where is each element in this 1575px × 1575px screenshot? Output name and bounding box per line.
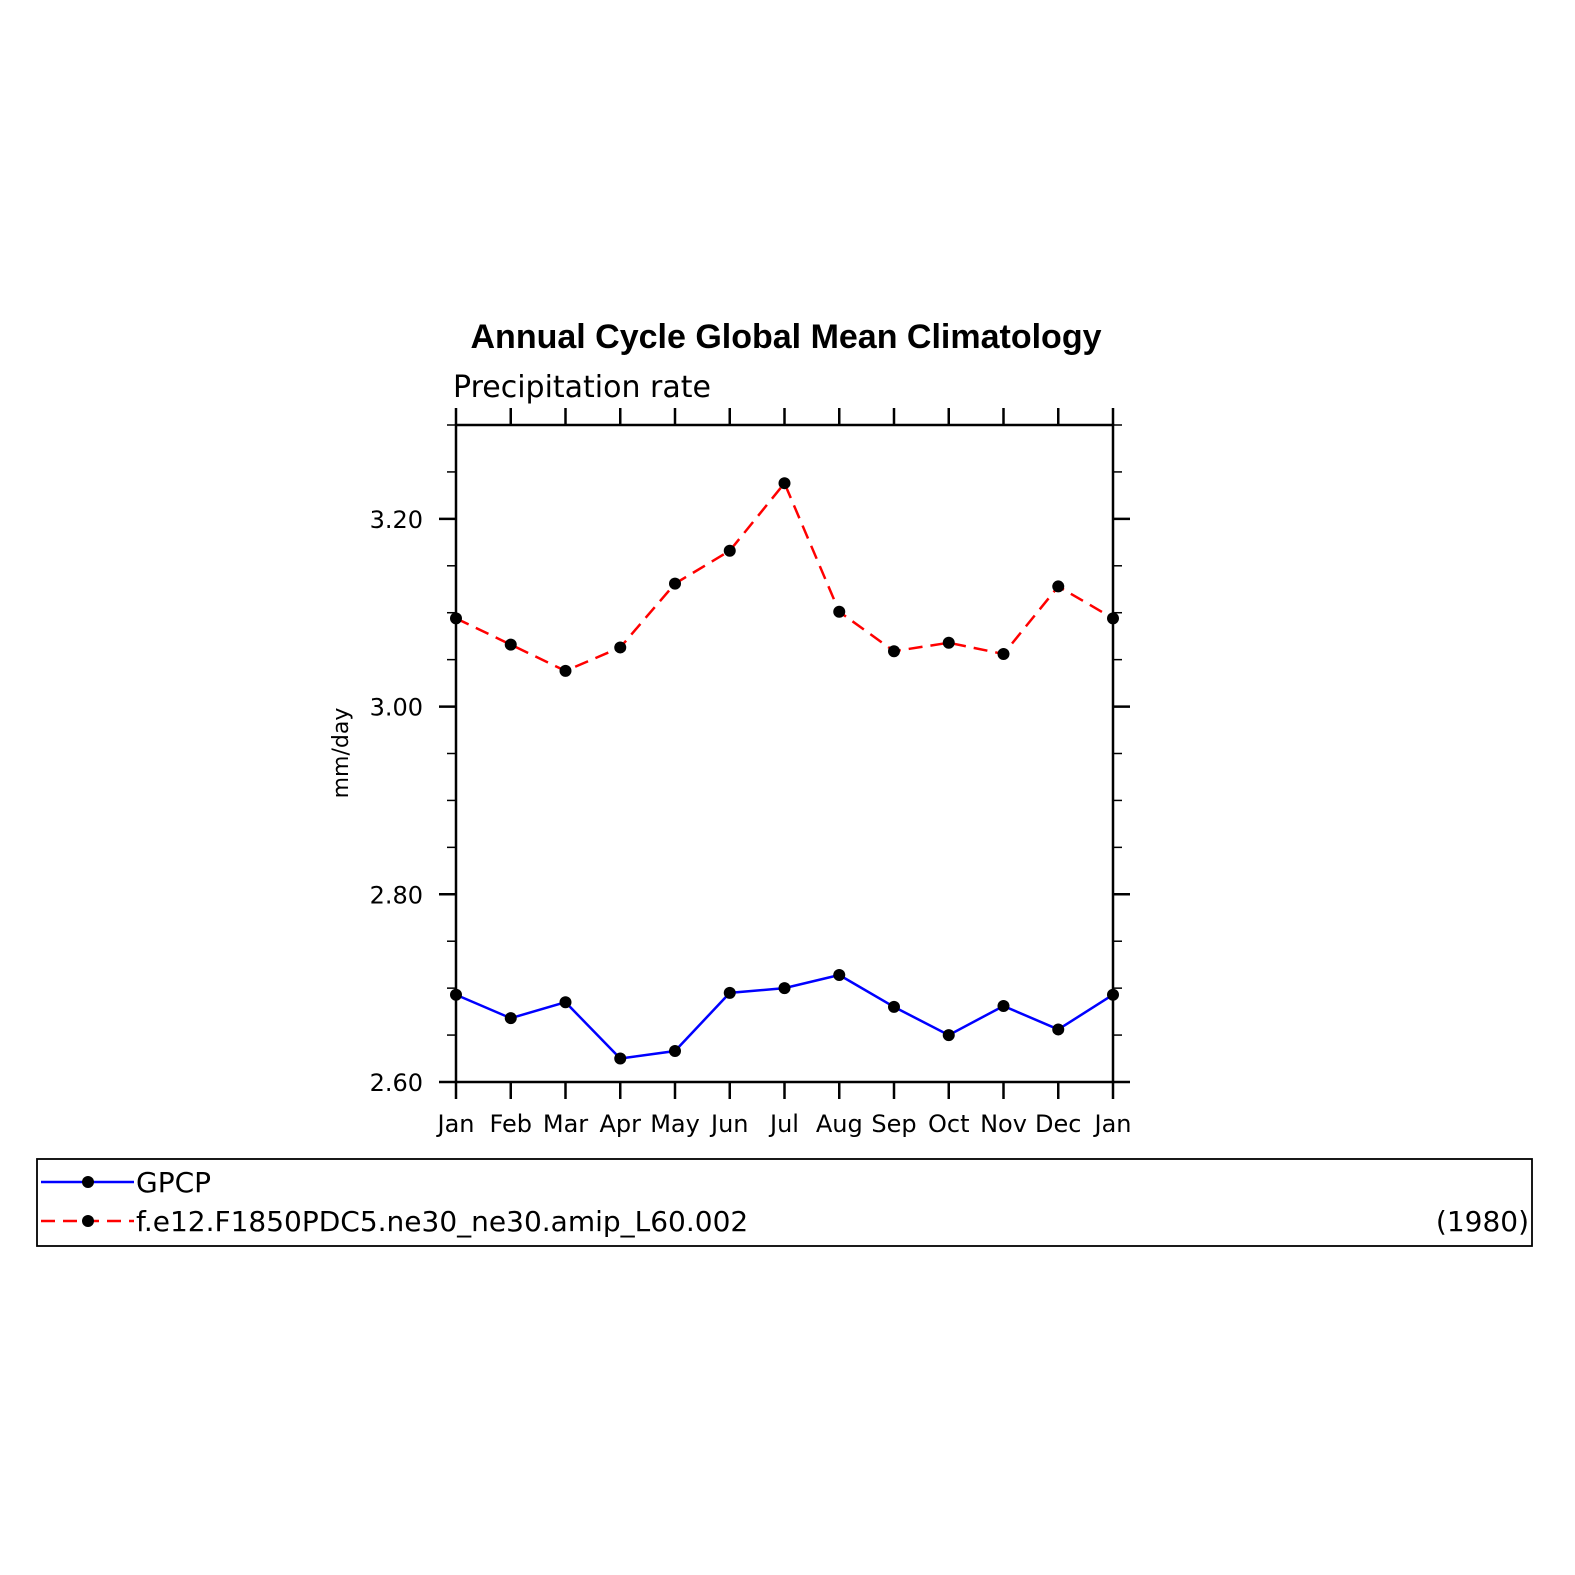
x-tick-label: Nov: [980, 1110, 1027, 1138]
series-1-point: [669, 577, 681, 590]
x-tick-label: Apr: [599, 1110, 641, 1138]
series-1-point: [1052, 580, 1065, 593]
series-0-point: [504, 1012, 517, 1025]
y-tick-label: 3.00: [370, 694, 423, 722]
y-tick-label: 2.60: [370, 1069, 423, 1097]
legend-marker-0: [82, 1176, 94, 1188]
x-tick-label: Aug: [816, 1110, 863, 1138]
series-1-point: [559, 664, 572, 677]
series-0-point: [888, 1000, 900, 1013]
series-0-point: [450, 988, 462, 1001]
series-1-point: [778, 477, 791, 490]
series-1-point: [942, 636, 955, 649]
series-line-1: [455, 480, 1114, 673]
y-tick-label: 3.20: [370, 506, 423, 534]
series-0-point: [723, 986, 736, 999]
series-layer: [450, 477, 1119, 1065]
series-0-point: [997, 999, 1010, 1012]
series-0-point: [942, 1029, 955, 1042]
x-tick-label: Jul: [768, 1110, 799, 1138]
x-tick-label: Feb: [490, 1110, 533, 1138]
x-tick-label: May: [650, 1110, 700, 1138]
series-1-point: [504, 638, 517, 651]
series-1-point: [450, 612, 462, 625]
series-0-point: [559, 996, 572, 1009]
series-1-point: [1107, 612, 1119, 625]
series-0-point: [614, 1052, 627, 1065]
legend-label-1: f.e12.F1850PDC5.ne30_ne30.amip_L60.002: [136, 1205, 748, 1238]
x-tick-label: Oct: [928, 1110, 970, 1138]
y-tick-label: 2.80: [370, 881, 423, 909]
y-axis-ticks: 2.60 2.80 3.00 3.20: [370, 424, 1130, 1097]
series-0-point: [833, 969, 846, 982]
series-0-point: [669, 1045, 681, 1058]
legend-box: [36, 1158, 1533, 1247]
series-1-point: [888, 645, 900, 658]
series-1-point: [723, 544, 736, 557]
series-0-point: [1107, 988, 1119, 1001]
x-tick-label: Jun: [709, 1110, 749, 1138]
series-1-point: [833, 605, 846, 618]
x-tick-label: Dec: [1035, 1110, 1081, 1138]
series-0-point: [1052, 1023, 1065, 1036]
series-0-point: [778, 982, 791, 995]
chart-title: Annual Cycle Global Mean Climatology: [471, 318, 1102, 356]
legend: GPCP f.e12.F1850PDC5.ne30_ne30.amip_L60.0…: [41, 1166, 1529, 1238]
chart-subtitle: Precipitation rate: [453, 370, 711, 405]
series-1-point: [614, 641, 627, 654]
legend-note-1: (1980): [1436, 1205, 1529, 1238]
x-tick-label: Jan: [1093, 1110, 1132, 1138]
x-tick-label: Mar: [543, 1110, 588, 1138]
legend-label-0: GPCP: [136, 1166, 211, 1199]
y-axis-label: mm/day: [329, 708, 354, 799]
x-tick-label: Sep: [871, 1110, 916, 1138]
x-tick-label: Jan: [436, 1110, 475, 1138]
legend-marker-1: [82, 1215, 94, 1227]
x-axis-ticks: Jan Feb Mar Apr May Jun Jul Aug Sep Oct Nov Dec Jan: [436, 408, 1132, 1138]
series-1-point: [997, 648, 1010, 661]
